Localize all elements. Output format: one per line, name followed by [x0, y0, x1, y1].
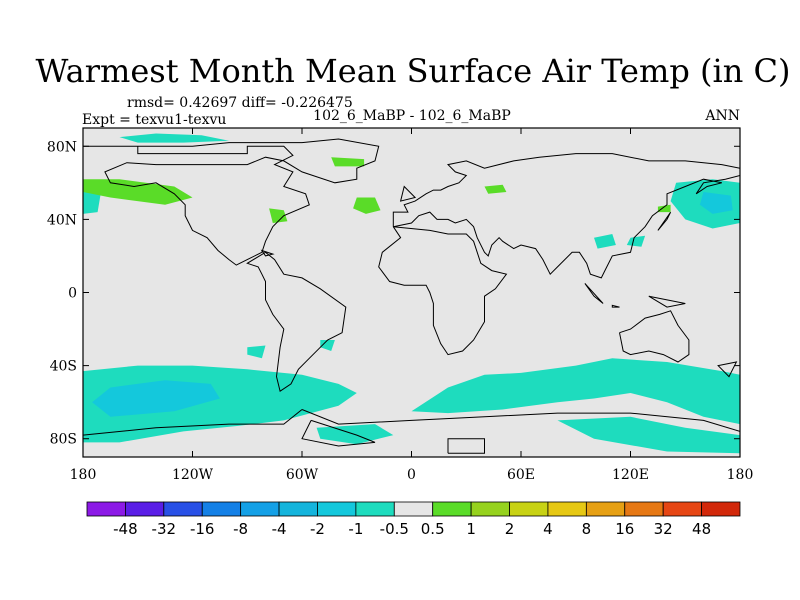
y-tick-label-1: 40N	[47, 212, 77, 228]
coastline-6	[447, 438, 485, 454]
anomaly-region-18	[247, 345, 266, 359]
chart-title: Warmest Month Mean Surface Air Temp (in …	[36, 52, 791, 90]
colorbar-swatch-10	[470, 501, 510, 517]
x-tick-label-4: 60E	[507, 467, 535, 483]
colorbar-swatch-8	[393, 501, 434, 517]
island-outline-3	[648, 295, 686, 308]
colorbar-swatch-5	[278, 501, 318, 517]
x-axis: 180 120W 60W 0 60E 120E 180	[70, 128, 754, 483]
colorbar-label-3: -8	[233, 520, 248, 538]
colorbar-swatch-0	[86, 501, 126, 517]
colorbar-label-6: -1	[348, 520, 363, 538]
coastline-3	[392, 153, 740, 279]
x-tick-label-5: 120E	[612, 467, 649, 483]
y-tick-label-0: 80N	[47, 139, 77, 155]
colorbar-swatch-7	[355, 501, 395, 517]
colorbar: -48 -32 -16 -8 -4 -2 -1 -0.5 0.5 1 2 4 8 16 32 48	[86, 501, 741, 538]
case-label: 102_6_MaBP - 102_6_MaBP	[313, 108, 511, 124]
stats-label: rmsd= 0.42697 diff= -0.226475	[127, 95, 353, 111]
coastlines	[83, 138, 740, 457]
colorbar-label-14: 32	[654, 520, 673, 538]
anomaly-region-10	[269, 208, 288, 223]
anomaly-region-12	[353, 197, 381, 214]
island-outline-5	[657, 211, 672, 231]
coastline-4	[619, 310, 690, 363]
island-outline-2	[611, 304, 620, 308]
anomaly-region-16	[626, 235, 646, 247]
season-label: ANN	[704, 108, 740, 124]
colorbar-swatch-6	[317, 501, 357, 517]
island-outline-6	[399, 185, 417, 202]
x-tick-label-0: 180	[70, 467, 97, 483]
colorbar-label-11: 4	[543, 520, 553, 538]
anomaly-region-11	[331, 157, 365, 167]
colorbar-swatch-16	[701, 501, 741, 517]
colorbar-swatch-12	[547, 501, 587, 517]
coastline-7	[301, 419, 376, 447]
colorbar-label-8: 0.5	[421, 520, 445, 538]
x-tick-label-2: 60W	[286, 467, 319, 483]
anomaly-region-1	[92, 380, 220, 417]
anomaly-region-7	[699, 192, 733, 214]
colorbar-label-9: 1	[466, 520, 476, 538]
y-tick-label-4: 80S	[50, 432, 77, 448]
anomaly-region-14	[657, 204, 671, 213]
colorbar-label-5: -2	[310, 520, 325, 538]
colorbar-swatch-14	[624, 501, 664, 517]
anomaly-region-4	[557, 416, 740, 454]
colorbar-label-1: -32	[152, 520, 177, 538]
y-tick-label-3: 40S	[50, 359, 77, 375]
coastline-5	[83, 409, 740, 457]
island-outline-0	[260, 249, 275, 257]
island-outline-1	[584, 283, 604, 304]
colorbar-swatch-4	[240, 501, 280, 517]
colorbar-label-12: 8	[582, 520, 592, 538]
colorbar-swatch-3	[201, 501, 242, 517]
y-axis: 80N 40N 0 40S 80S	[47, 139, 740, 448]
colorbar-swatch-2	[163, 501, 203, 517]
colorbar-swatch-1	[125, 501, 165, 517]
colorbar-label-4: -4	[272, 520, 287, 538]
anomaly-region-2	[411, 358, 740, 425]
colorbar-label-0: -48	[113, 520, 138, 538]
colorbar-swatch-9	[432, 501, 472, 517]
colorbar-label-13: 16	[615, 520, 634, 538]
colorbar-label-10: 2	[505, 520, 515, 538]
anomaly-region-9	[83, 179, 193, 205]
colorbar-swatch-15	[662, 501, 702, 517]
colorbar-label-2: -16	[190, 520, 215, 538]
coastline-0	[83, 138, 380, 266]
y-tick-label-2: 0	[68, 286, 77, 302]
x-tick-label-3: 0	[407, 467, 416, 483]
colorbar-label-15: 48	[692, 520, 711, 538]
colorbar-swatch-11	[509, 501, 549, 517]
island-outline-4	[717, 361, 738, 378]
anomaly-region-8	[119, 133, 229, 143]
anomaly-region-17	[320, 340, 335, 351]
x-tick-label-1: 120W	[172, 467, 214, 483]
coastline-1	[246, 251, 347, 393]
coastline-2	[378, 226, 508, 356]
colorbar-swatch-13	[585, 501, 626, 517]
anomaly-region-15	[594, 234, 616, 249]
colorbar-label-7: -0.5	[380, 520, 409, 538]
anomaly-region-13	[484, 184, 507, 194]
anomaly-contours	[83, 133, 740, 454]
experiment-label: Expt = texvu1-texvu	[82, 112, 226, 128]
map-panel: 180 120W 60W 0 60E 120E 180 80N 40N 0 40S 80S	[47, 127, 754, 483]
x-tick-label-6: 180	[727, 467, 754, 483]
